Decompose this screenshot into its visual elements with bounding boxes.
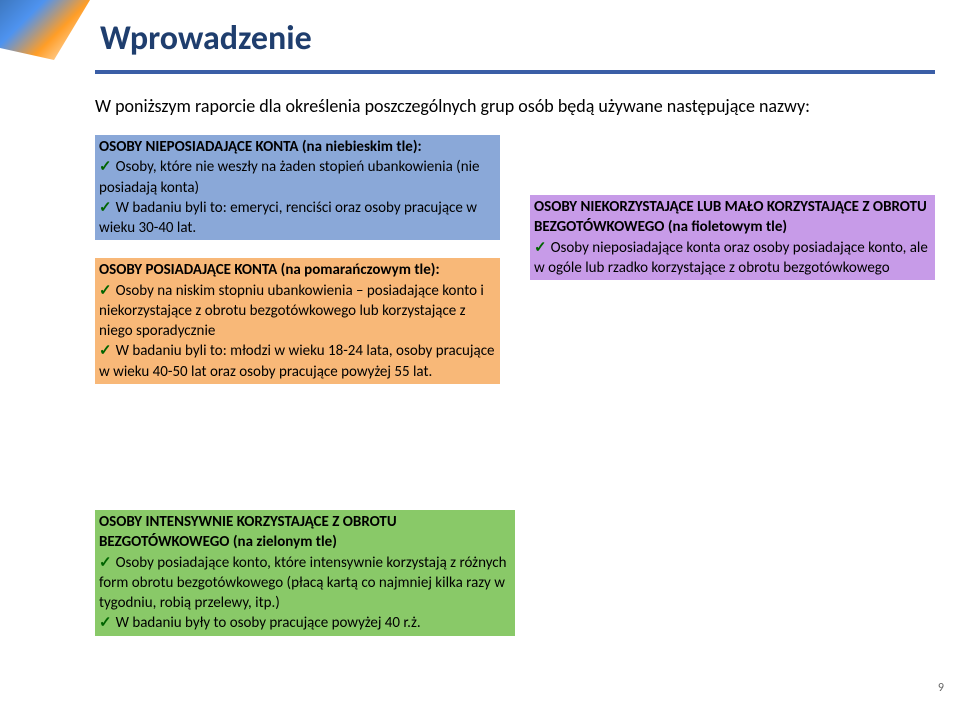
content-columns: OSOBY NIEPOSIADAJĄCE KONTA (na niebieski… bbox=[95, 135, 935, 402]
check-icon bbox=[99, 199, 116, 217]
purple-line1: Osoby nieposiadające konta oraz osoby po… bbox=[534, 239, 928, 277]
orange-line2: W badaniu byli to: młodzi w wieku 18-24 … bbox=[99, 342, 495, 380]
green-box: OSOBY INTENSYWNIE KORZYSTAJĄCE Z OBROTU … bbox=[95, 510, 515, 636]
orange-heading: OSOBY POSIADAJĄCE KONTA (na pomarańczowy… bbox=[99, 261, 440, 279]
blue-line2: W badaniu byli to: emeryci, renciści ora… bbox=[99, 199, 477, 237]
green-heading: OSOBY INTENSYWNIE KORZYSTAJĄCE Z OBROTU … bbox=[99, 513, 397, 551]
green-line1: Osoby posiadające konto, które intensywn… bbox=[99, 554, 507, 613]
left-column: OSOBY NIEPOSIADAJĄCE KONTA (na niebieski… bbox=[95, 135, 500, 402]
orange-line1: Osoby na niskim stopniu ubankowienia – p… bbox=[99, 282, 484, 341]
green-line2: W badaniu były to osoby pracujące powyże… bbox=[116, 614, 421, 632]
check-icon bbox=[99, 614, 116, 632]
corner-decor bbox=[0, 0, 90, 60]
green-box-wrap: OSOBY INTENSYWNIE KORZYSTAJĄCE Z OBROTU … bbox=[95, 510, 515, 654]
check-icon bbox=[99, 282, 116, 300]
blue-line1: Osoby, które nie weszły na żaden stopień… bbox=[99, 158, 480, 196]
purple-heading: OSOBY NIEKORZYSTAJĄCE LUB MAŁO KORZYSTAJ… bbox=[534, 198, 927, 236]
blue-heading: OSOBY NIEPOSIADAJĄCE KONTA (na niebieski… bbox=[99, 138, 422, 156]
check-icon bbox=[99, 158, 116, 176]
page-number: 9 bbox=[938, 681, 944, 695]
check-icon bbox=[534, 239, 551, 257]
orange-box: OSOBY POSIADAJĄCE KONTA (na pomarańczowy… bbox=[95, 258, 500, 384]
right-column: OSOBY NIEKORZYSTAJĄCE LUB MAŁO KORZYSTAJ… bbox=[530, 135, 935, 402]
purple-box: OSOBY NIEKORZYSTAJĄCE LUB MAŁO KORZYSTAJ… bbox=[530, 195, 935, 280]
title-divider bbox=[95, 70, 935, 74]
page-title: Wprowadzenie bbox=[100, 18, 312, 59]
check-icon bbox=[99, 342, 116, 360]
intro-text: W poniższym raporcie dla określenia posz… bbox=[95, 95, 810, 117]
check-icon bbox=[99, 554, 116, 572]
blue-box: OSOBY NIEPOSIADAJĄCE KONTA (na niebieski… bbox=[95, 135, 500, 240]
